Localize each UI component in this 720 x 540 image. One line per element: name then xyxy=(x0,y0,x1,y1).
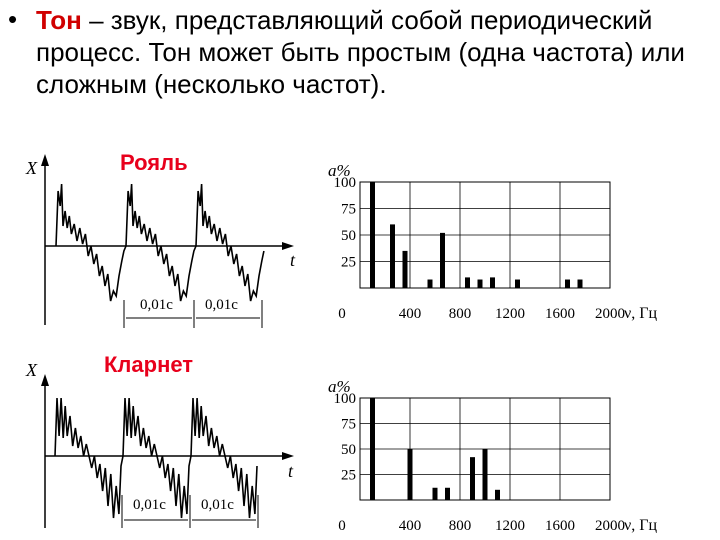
piano-spectrum-xtick-label: 800 xyxy=(449,306,472,322)
clarinet-spectrum-ytick-label: 75 xyxy=(341,417,356,433)
piano-spectrum-bar xyxy=(577,279,583,288)
piano-spectrum-xtick-label: 400 xyxy=(399,306,422,322)
clarinet-spectrum-xtick-label: 1600 xyxy=(545,518,575,534)
piano-period-label-2: 0,01с xyxy=(205,297,238,313)
clarinet-wave-t-arrow xyxy=(282,452,294,460)
piano-spectrum-bar xyxy=(490,277,495,288)
piano-spectrum-ylabel: a% xyxy=(328,161,351,180)
clarinet-spectrum-bar xyxy=(445,487,450,500)
term-ton: Тон xyxy=(36,5,82,35)
clarinet-title: Кларнет xyxy=(104,352,194,377)
piano-spectrum-bar xyxy=(565,279,570,288)
piano-wave-y-arrow xyxy=(41,154,49,166)
piano-spectrum-bar xyxy=(477,279,483,288)
bullet-glyph: • xyxy=(8,4,18,34)
clarinet-period-label-2: 0,01с xyxy=(201,497,234,513)
piano-spectrum-ytick-label: 50 xyxy=(341,228,356,244)
clarinet-spectrum-bar xyxy=(370,398,375,500)
piano-wave-y-label: X xyxy=(25,158,38,178)
piano-spectrum-ytick-label: 25 xyxy=(341,255,356,271)
clarinet-spectrum-ytick-label: 50 xyxy=(341,442,356,458)
clarinet-spectrum-ylabel: a% xyxy=(328,377,351,396)
definition-body: – звук, представляющий собой периодическ… xyxy=(36,5,685,99)
piano-title: Рояль xyxy=(120,150,188,175)
clarinet-spectrum-bar xyxy=(407,449,413,500)
piano-spectrum-chart: 100 75 50 25 0 400 800 1200 1600 2000 a% ν, Гц xyxy=(328,161,657,322)
piano-spectrum-xtick-label: 2000 xyxy=(595,306,625,322)
clarinet-wave-y-label: X xyxy=(25,360,38,380)
piano-spectrum-xtick-label: 1600 xyxy=(545,306,575,322)
piano-wave-t-label: t xyxy=(290,250,296,270)
clarinet-period-label-1: 0,01с xyxy=(133,497,166,513)
clarinet-wave-curve xyxy=(54,397,258,519)
clarinet-spectrum-bar xyxy=(495,489,500,500)
piano-spectrum-bar xyxy=(427,279,433,288)
clarinet-spectrum-ytick-label: 25 xyxy=(341,468,356,484)
clarinet-spectrum-chart: 100 75 50 25 0 400 800 1200 1600 2000 a% ν, Гц xyxy=(328,377,657,534)
definition-text: Тон – звук, представляющий собой периоди… xyxy=(36,4,696,100)
clarinet-spectrum-xtick-label: 0 xyxy=(338,518,346,534)
piano-spectrum-xtick-label: 1200 xyxy=(495,306,525,322)
piano-spectrum-bar xyxy=(515,279,520,288)
piano-spectrum-bar xyxy=(390,224,395,288)
piano-spectrum-bar xyxy=(402,250,408,288)
piano-spectrum-ytick-label: 100 xyxy=(334,175,357,191)
clarinet-spectrum-bar xyxy=(470,457,475,500)
clarinet-spectrum-bar xyxy=(432,487,438,500)
clarinet-spectrum-bar xyxy=(482,449,488,500)
clarinet-waveform: X t 0,01с 0,01с xyxy=(25,360,294,528)
piano-spectrum-xtick-label: 0 xyxy=(338,306,346,322)
clarinet-wave-y-arrow xyxy=(41,374,49,386)
clarinet-spectrum-xtick-label: 1200 xyxy=(495,518,525,534)
clarinet-spectrum-xtick-label: 400 xyxy=(399,518,422,534)
piano-period-label-1: 0,01с xyxy=(140,297,173,313)
clarinet-spectrum-xlabel: ν, Гц xyxy=(624,517,657,534)
clarinet-spectrum-xtick-label: 800 xyxy=(449,518,472,534)
piano-wave-curve xyxy=(55,183,265,302)
piano-spectrum-xlabel: ν, Гц xyxy=(624,305,657,322)
piano-waveform: X t 0,01с 0,01с xyxy=(25,154,296,328)
piano-wave-t-arrow xyxy=(282,242,294,250)
piano-spectrum-bar xyxy=(465,277,470,288)
clarinet-wave-t-label: t xyxy=(288,461,294,481)
clarinet-spectrum-xtick-label: 2000 xyxy=(595,518,625,534)
piano-spectrum-ytick-label: 75 xyxy=(341,202,356,218)
piano-spectrum-bar xyxy=(370,182,375,288)
piano-spectrum-bar xyxy=(440,232,445,288)
clarinet-spectrum-ytick-label: 100 xyxy=(334,391,357,407)
